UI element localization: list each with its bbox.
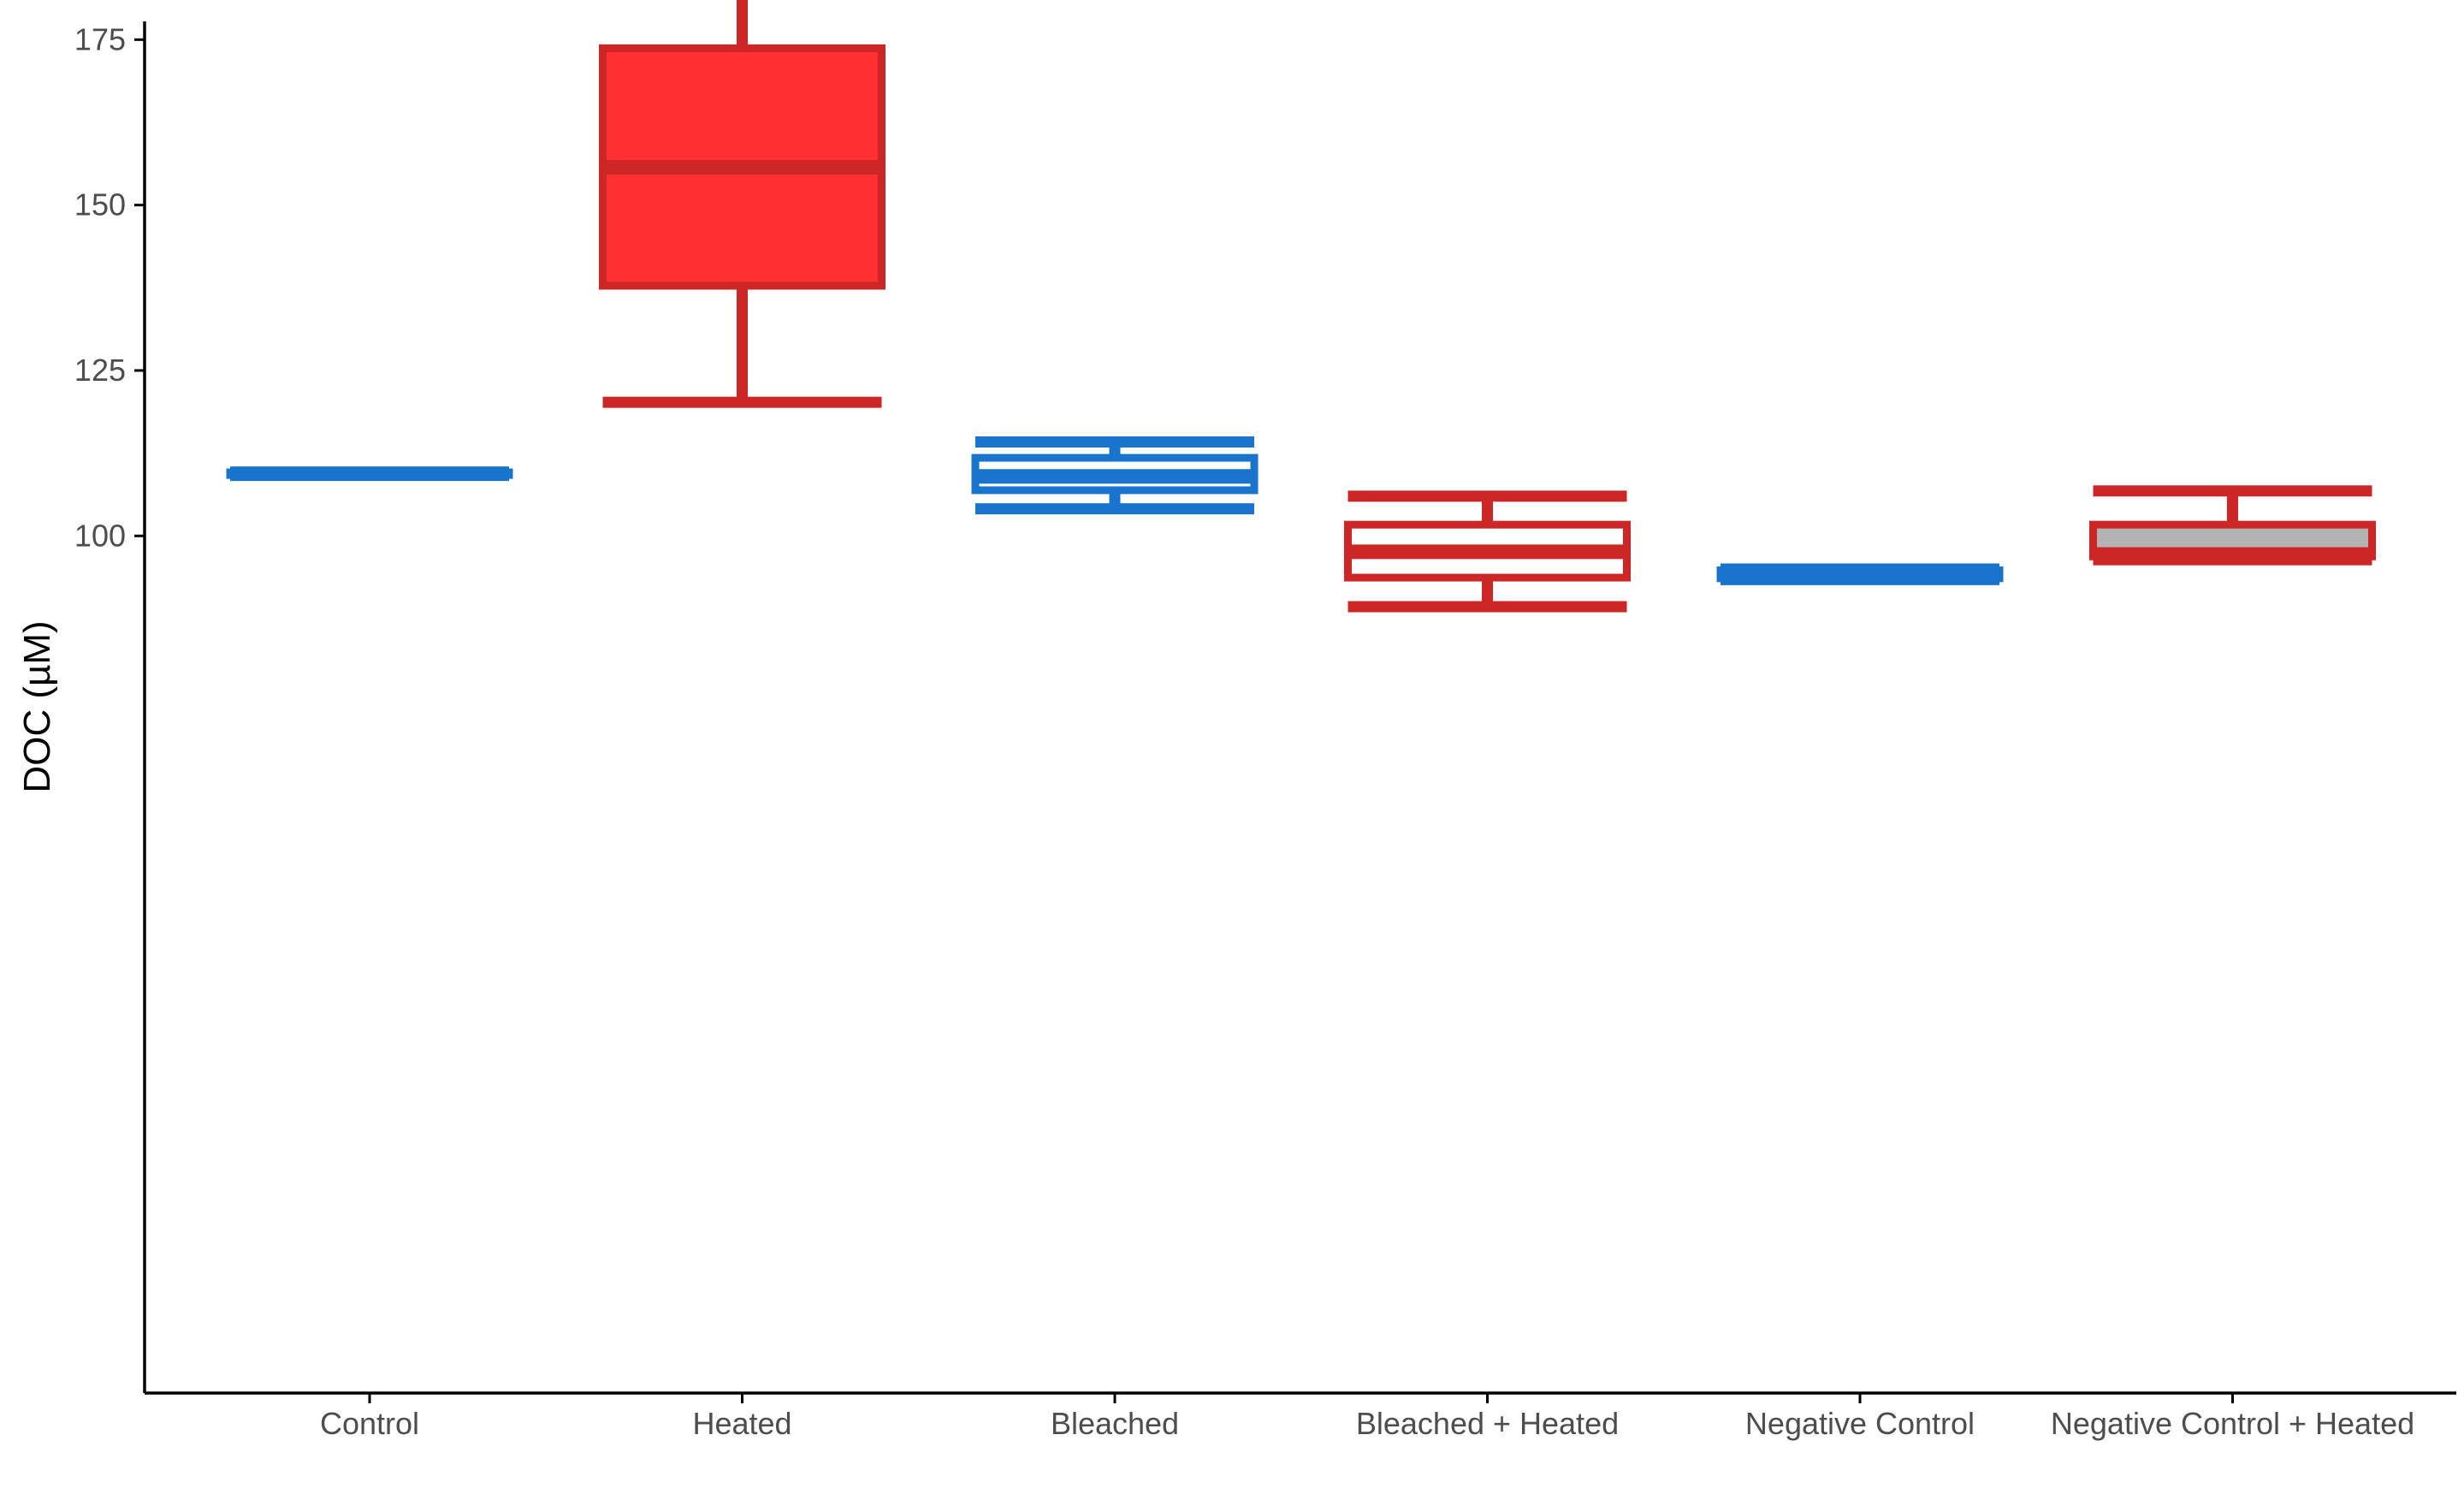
x-tick-label: Heated <box>692 1406 791 1441</box>
y-ticks-layer: 100 125 150 175 <box>74 21 145 553</box>
box-1 <box>599 0 886 408</box>
box-2 <box>971 436 1259 515</box>
x-tick-label: Bleached + Heated <box>1356 1406 1619 1441</box>
box-3 <box>1344 490 1631 613</box>
x-ticks-layer: Control Heated Bleached Bleached + Heated Ne… <box>320 1393 2414 1441</box>
x-tick-label: Bleached <box>1051 1406 1179 1441</box>
y-tick-label: 175 <box>74 21 126 56</box>
y-axis-title: DOC (µM) <box>16 620 58 792</box>
box-4 <box>1716 563 2004 585</box>
y-tick-label: 150 <box>74 187 126 222</box>
x-tick-label: Negative Control <box>1745 1406 1975 1441</box>
y-tick-label: 125 <box>74 353 126 388</box>
box-5 <box>2089 485 2376 566</box>
y-tick-label: 100 <box>74 518 126 553</box>
boxes-layer <box>226 0 2376 613</box>
x-tick-label: Control <box>320 1406 419 1441</box>
box-0 <box>226 466 513 482</box>
x-tick-label: Negative Control + Heated <box>2051 1406 2414 1441</box>
